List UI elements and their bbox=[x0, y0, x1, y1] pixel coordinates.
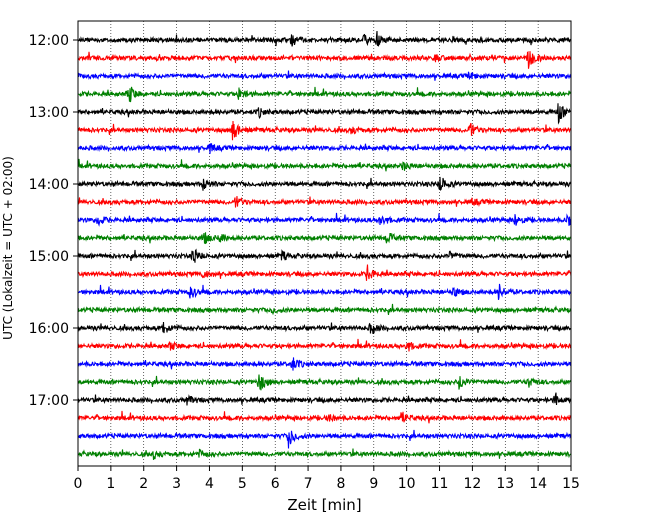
trace-row bbox=[77, 143, 572, 154]
trace-row bbox=[77, 86, 572, 103]
trace-row bbox=[77, 176, 572, 191]
x-tick-label: 14 bbox=[529, 476, 547, 492]
x-tick-label: 0 bbox=[74, 476, 83, 492]
y-tick-label: 14:00 bbox=[29, 177, 69, 193]
trace-row bbox=[77, 158, 572, 172]
trace-row bbox=[77, 283, 572, 300]
x-tick-label: 7 bbox=[304, 476, 313, 492]
y-tick-label: 15:00 bbox=[29, 249, 69, 265]
x-axis-label: Zeit [min] bbox=[287, 496, 361, 514]
trace-row bbox=[77, 303, 572, 316]
trace-row bbox=[77, 70, 572, 81]
trace-row bbox=[77, 264, 572, 281]
x-tick-label: 10 bbox=[398, 476, 416, 492]
trace-row bbox=[77, 338, 572, 352]
x-tick-label: 12 bbox=[463, 476, 481, 492]
trace-row bbox=[77, 357, 572, 371]
trace-row bbox=[77, 232, 572, 245]
x-tick-label: 13 bbox=[496, 476, 514, 492]
y-tick-label: 17:00 bbox=[29, 393, 69, 409]
x-tick-label: 2 bbox=[139, 476, 148, 492]
plot-frame bbox=[77, 20, 572, 467]
trace-row bbox=[77, 30, 572, 47]
trace-row bbox=[77, 374, 572, 391]
trace-row bbox=[77, 410, 572, 424]
trace-row bbox=[77, 322, 572, 335]
vertical-gridlines bbox=[110, 21, 539, 466]
x-tick-label: 4 bbox=[205, 476, 214, 492]
y-tick-label: 13:00 bbox=[29, 105, 69, 121]
trace-row bbox=[77, 50, 572, 69]
x-tick-label: 5 bbox=[238, 476, 247, 492]
x-tick-label: 6 bbox=[271, 476, 280, 492]
y-tick-label: 16:00 bbox=[29, 321, 69, 337]
x-axis-ticks: 0 1 2 3 4 5 6 7 8 9 10 11 12 13 14 15 bbox=[74, 466, 580, 492]
x-tick-label: 8 bbox=[336, 476, 345, 492]
x-tick-label: 15 bbox=[562, 476, 580, 492]
seismic-traces bbox=[77, 30, 572, 460]
x-tick-label: 9 bbox=[369, 476, 378, 492]
y-tick-label: 12:00 bbox=[29, 33, 69, 49]
x-tick-label: 3 bbox=[172, 476, 181, 492]
y-axis-ticks: 12:00 13:00 14:00 15:00 16:00 17:00 bbox=[29, 33, 78, 409]
x-tick-label: 1 bbox=[106, 476, 115, 492]
trace-row bbox=[77, 196, 572, 208]
trace-row bbox=[77, 103, 572, 125]
x-tick-label: 11 bbox=[431, 476, 449, 492]
trace-row bbox=[77, 121, 572, 141]
trace-row bbox=[77, 429, 572, 449]
trace-row bbox=[77, 448, 572, 460]
trace-row bbox=[77, 392, 572, 406]
y-axis-label: UTC (Lokalzeit = UTC + 02:00) bbox=[1, 156, 15, 340]
trace-row bbox=[77, 248, 572, 263]
trace-row bbox=[77, 212, 572, 227]
